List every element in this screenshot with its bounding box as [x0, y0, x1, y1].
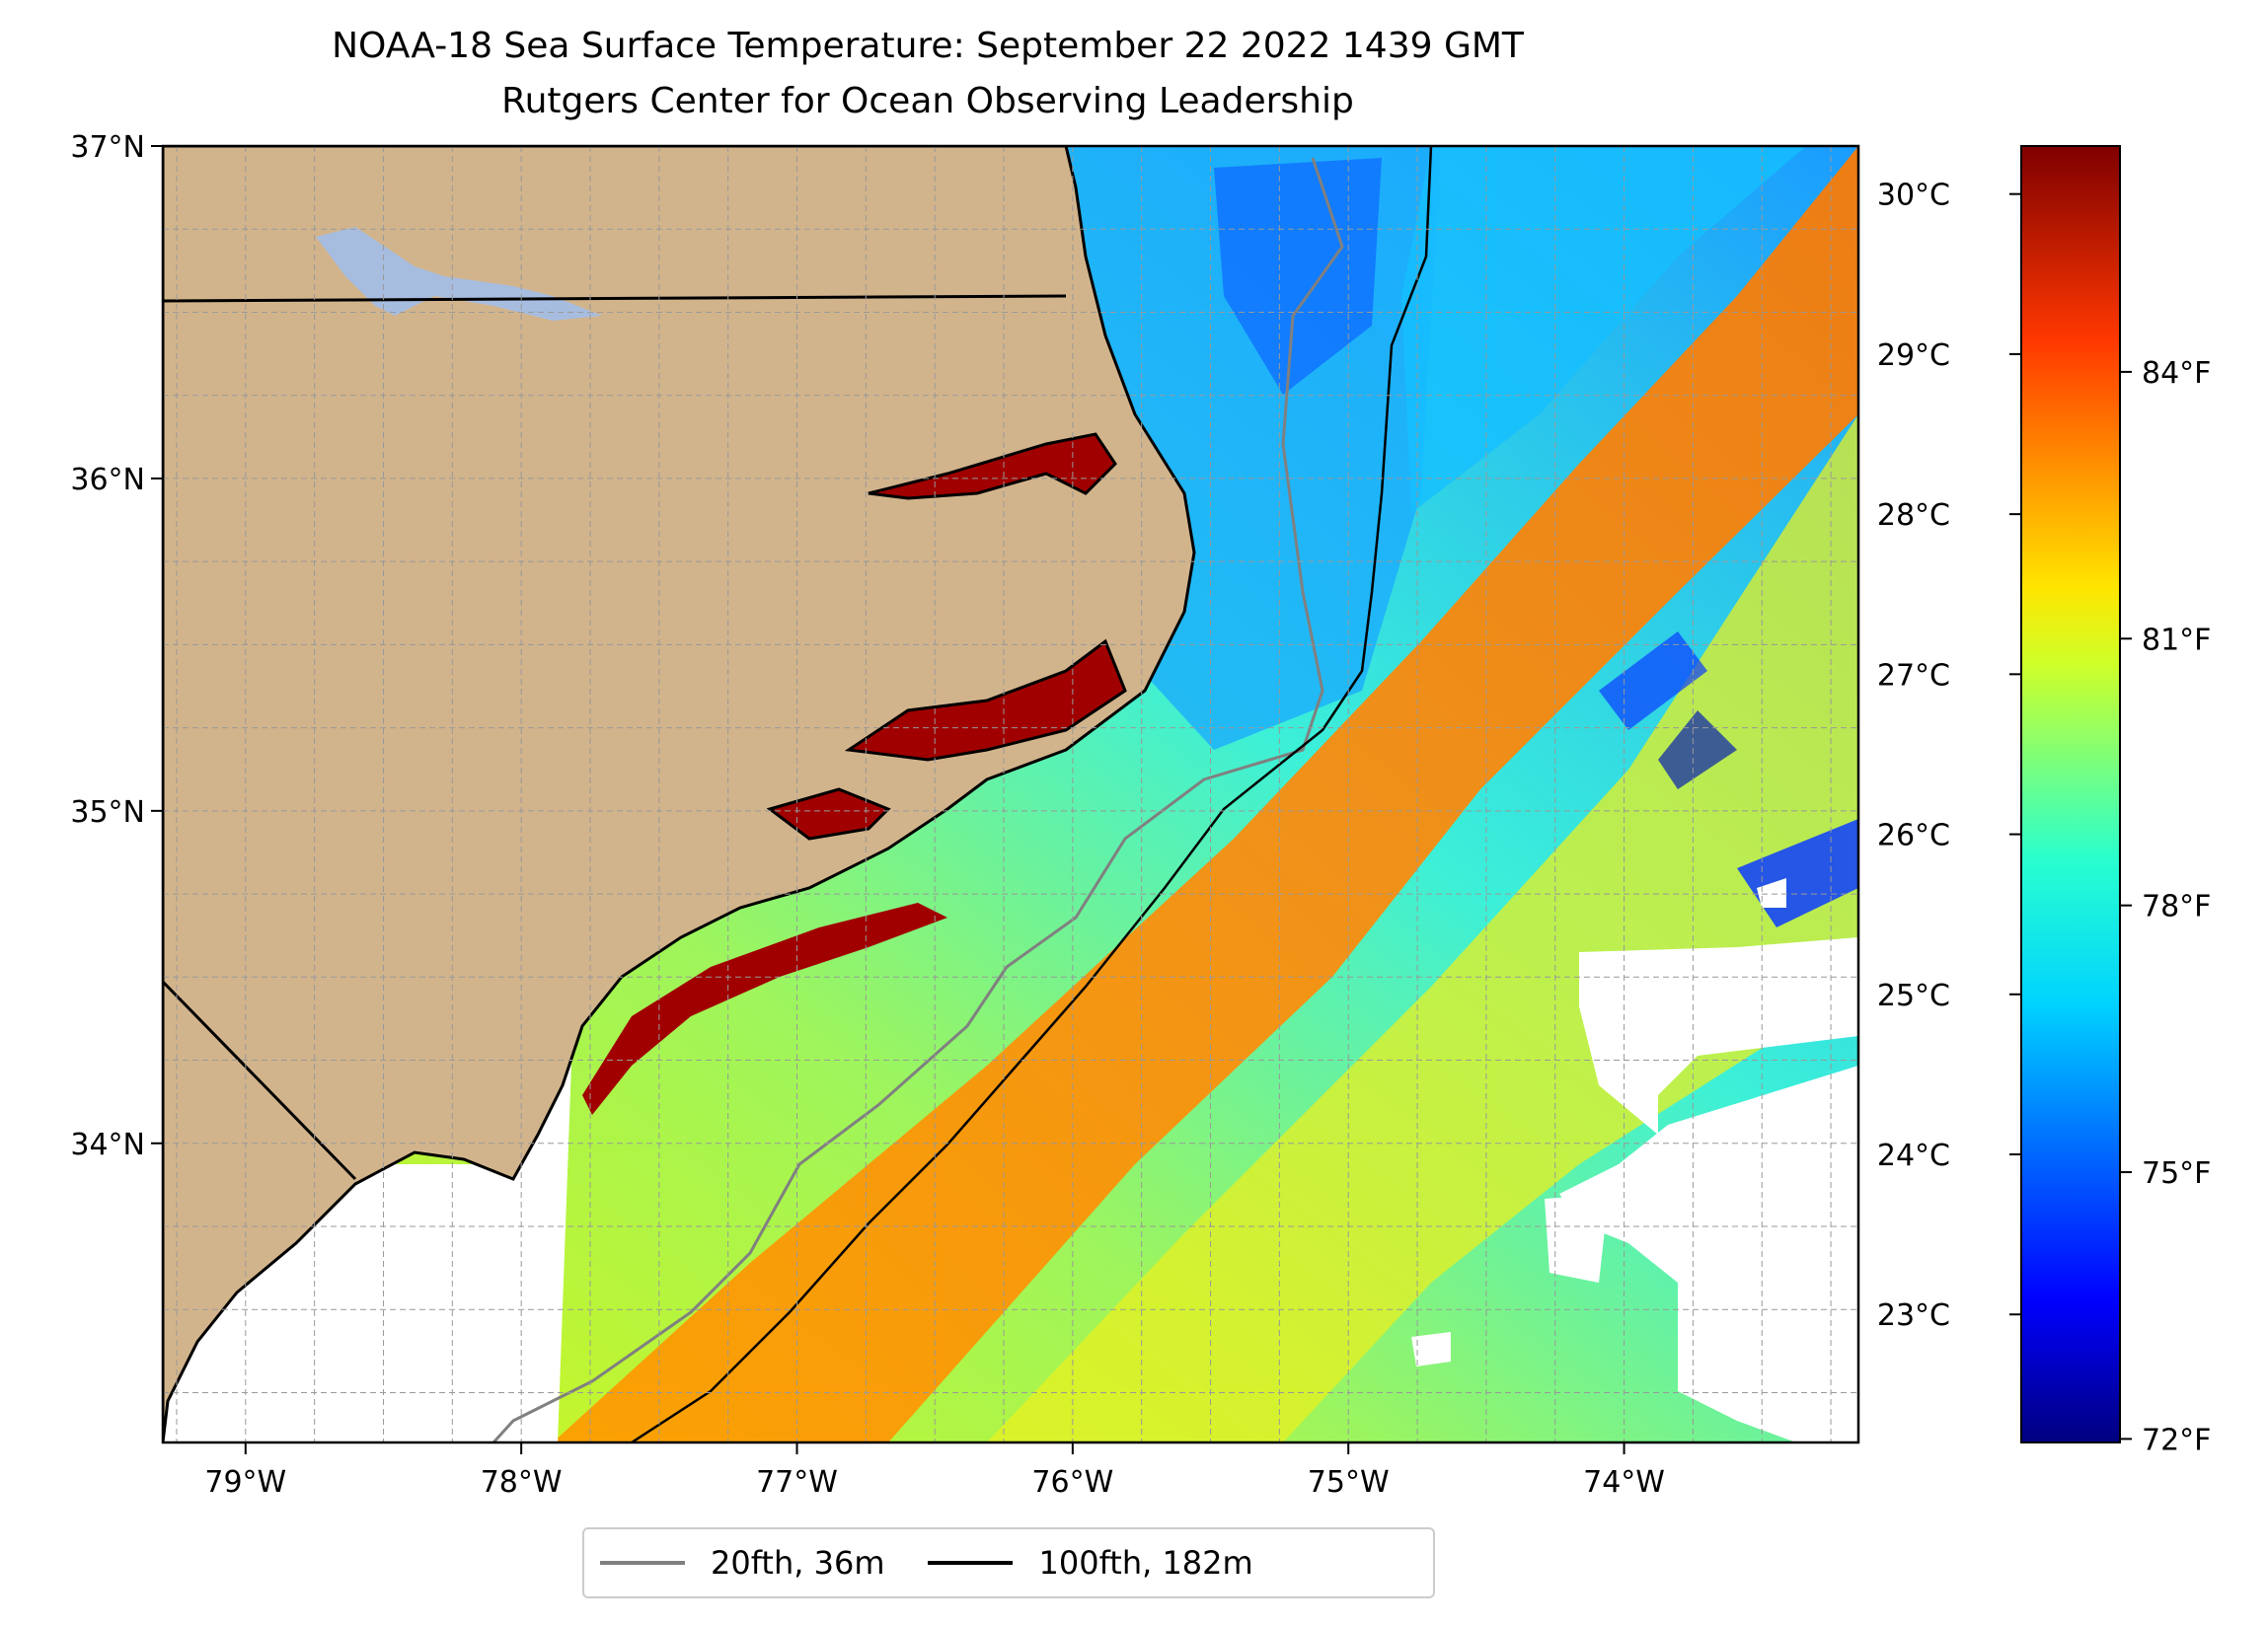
isobath-20fth: [491, 157, 1344, 1442]
lat-tick-label: 37°N: [70, 130, 145, 165]
cold-eddy: [1599, 631, 1707, 730]
fahrenheit-tick-label: 72°F: [2142, 1423, 2211, 1457]
legend-label-100fth: 100fth, 182m: [1038, 1544, 1253, 1582]
map-frame: [161, 144, 1860, 1444]
map-title: NOAA-18 Sea Surface Temperature: Septemb…: [332, 26, 1524, 66]
fahrenheit-ticks: 84°F 81°F 78°F 75°F 72°F: [2120, 356, 2211, 1457]
latitude-ticks: 37°N 36°N 35°N 34°N: [70, 130, 163, 1162]
fahrenheit-tick-label: 84°F: [2142, 356, 2211, 391]
longitude-ticks: 79°W 78°W 77°W 76°W 75°W 74°W: [204, 1442, 1665, 1500]
celsius-tick-label: 30°C: [1877, 179, 1950, 213]
fahrenheit-tick-label: 81°F: [2142, 623, 2211, 657]
celsius-tick-label: 23°C: [1877, 1298, 1950, 1333]
state-border-nc-sc: [163, 980, 357, 1181]
celsius-tick-label: 26°C: [1877, 819, 1950, 853]
no-data-cloud: [1559, 1066, 1858, 1442]
celsius-tick-label: 27°C: [1877, 658, 1950, 693]
no-data-cloud: [1411, 1332, 1451, 1367]
lon-tick-label: 74°W: [1583, 1465, 1665, 1500]
lon-tick-label: 77°W: [756, 1465, 838, 1500]
celsius-tick-label: 24°C: [1877, 1139, 1950, 1173]
no-data-cloud: [1757, 878, 1786, 908]
warm-sound-water: [582, 903, 947, 1115]
legend-label-20fth: 20fth, 36m: [711, 1544, 885, 1582]
neuse-river: [766, 787, 891, 841]
slope-water: [1401, 146, 1806, 513]
lon-tick-label: 79°W: [204, 1465, 286, 1500]
lat-tick-label: 34°N: [70, 1128, 145, 1162]
celsius-tick-label: 25°C: [1877, 979, 1950, 1013]
fahrenheit-tick-label: 78°F: [2142, 890, 2211, 924]
legend-item-100fth: 100fth, 182m: [928, 1544, 1253, 1582]
legend-swatch-100fth: [928, 1561, 1014, 1565]
celsius-tick-label: 28°C: [1877, 498, 1950, 533]
isobath-100fth: [631, 146, 1433, 1442]
legend-item-20fth: 20fth, 36m: [600, 1544, 884, 1582]
legend-swatch-20fth: [600, 1561, 685, 1565]
lon-tick-label: 76°W: [1031, 1465, 1113, 1500]
lon-tick-label: 78°W: [481, 1465, 563, 1500]
land-north-carolina: [163, 146, 1196, 1442]
colorbar: [2020, 145, 2121, 1443]
warm-outer-region: [987, 414, 1858, 1442]
cold-water-core: [1214, 158, 1382, 395]
gridlines: [163, 146, 1858, 1442]
map-subtitle: Rutgers Center for Ocean Observing Leade…: [501, 81, 1354, 121]
cold-eddy: [1658, 710, 1737, 789]
fahrenheit-tick-label: 75°F: [2142, 1156, 2211, 1191]
lon-tick-label: 75°W: [1308, 1465, 1390, 1500]
no-data-southwest: [163, 1036, 572, 1442]
pamlico-sound: [844, 638, 1127, 762]
no-data-cloud: [1579, 937, 1858, 1135]
state-border-va-nc: [163, 294, 1067, 303]
lake-gaston: [316, 227, 602, 321]
lat-tick-label: 36°N: [70, 463, 145, 497]
isobath-legend: 20fth, 36m 100fth, 182m: [582, 1527, 1435, 1598]
lat-tick-label: 35°N: [70, 795, 145, 830]
no-data-cloud: [1545, 1194, 1609, 1283]
celsius-tick-label: 29°C: [1877, 338, 1950, 373]
celsius-ticks: 30°C 29°C 28°C 27°C 26°C 25°C 24°C 23°C: [1877, 179, 2021, 1333]
